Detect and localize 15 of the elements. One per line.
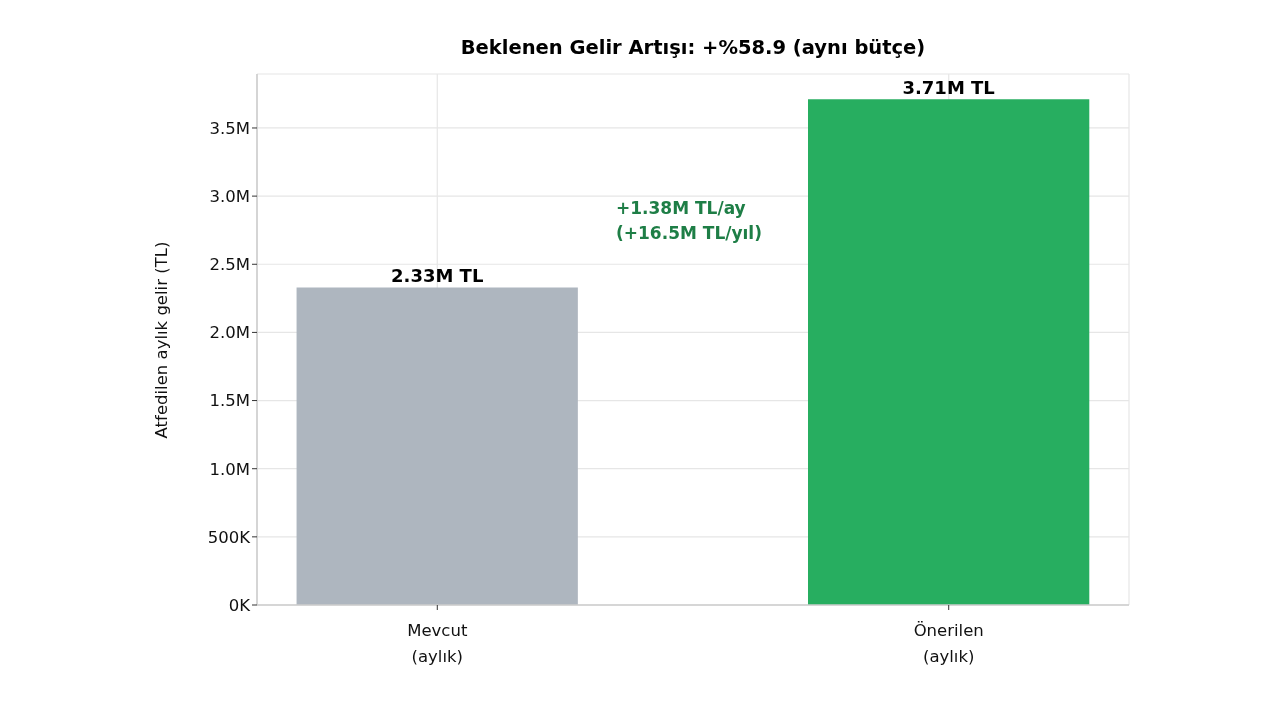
- data-label: 3.71M TL: [902, 77, 995, 99]
- y-axis-title: Atfedilen aylık gelir (TL): [152, 241, 171, 438]
- annotation: +1.38M TL/ay (+16.5M TL/yıl): [616, 197, 762, 245]
- y-tick-label: 500K: [207, 527, 252, 547]
- y-tick-label: 1.5M: [209, 391, 250, 411]
- y-tick-label: 2.5M: [209, 255, 250, 275]
- x-tick-label: Önerilen (aylık): [913, 620, 984, 666]
- y-tick-label: 3.5M: [209, 118, 250, 138]
- y-tick-label: 1.0M: [209, 459, 250, 479]
- y-tick-label: 2.0M: [209, 323, 250, 343]
- chart-title: Beklenen Gelir Artışı: +%58.9 (aynı bütçe): [459, 36, 927, 60]
- data-label: 2.33M TL: [391, 265, 484, 287]
- y-tick-label: 3.0M: [209, 186, 250, 206]
- x-tick-label: Mevcut (aylık): [407, 620, 468, 666]
- y-tick-label: 0K: [228, 595, 252, 615]
